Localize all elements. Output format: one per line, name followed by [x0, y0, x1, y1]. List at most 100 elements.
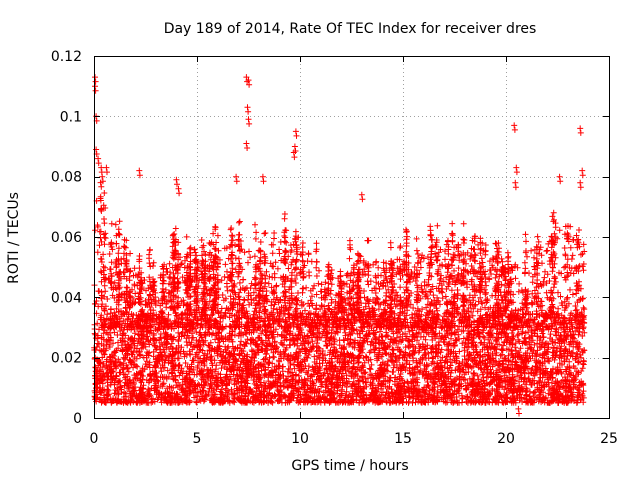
data-point [270, 354, 277, 361]
data-point [367, 366, 374, 373]
data-point [515, 331, 522, 338]
data-point [396, 312, 403, 319]
data-point [522, 375, 529, 382]
data-point [308, 334, 315, 341]
data-point [416, 329, 422, 336]
data-point [291, 341, 298, 348]
data-point [566, 358, 573, 365]
data-point [575, 331, 582, 338]
data-point [302, 363, 309, 369]
data-point [261, 373, 268, 379]
data-point [409, 399, 416, 406]
data-point [386, 377, 393, 384]
data-point [504, 334, 511, 341]
data-point [308, 372, 315, 379]
data-point [448, 335, 454, 342]
data-point [159, 356, 166, 363]
data-point [129, 351, 136, 358]
data-point [468, 389, 475, 396]
data-point [483, 374, 490, 381]
data-point [429, 317, 436, 324]
data-point [445, 369, 452, 376]
data-point [522, 329, 529, 336]
data-point [578, 368, 585, 374]
data-point [470, 370, 477, 377]
data-point [581, 329, 588, 336]
data-point [430, 367, 437, 374]
data-point [499, 347, 506, 354]
data-point [439, 354, 446, 361]
data-point [193, 399, 200, 406]
data-point [496, 341, 503, 348]
data-point [182, 360, 189, 366]
data-point [572, 365, 578, 372]
data-point [249, 348, 256, 355]
data-point [311, 353, 318, 360]
data-point [265, 359, 272, 366]
data-point [572, 328, 579, 334]
data-point [146, 364, 153, 371]
data-point [390, 368, 397, 375]
data-point [366, 349, 373, 356]
data-point [417, 360, 424, 367]
data-point [160, 380, 167, 387]
data-point [180, 368, 187, 375]
data-point [244, 374, 251, 381]
data-point [277, 383, 284, 390]
data-point [522, 389, 529, 395]
data-point [435, 341, 442, 348]
data-point [103, 329, 110, 336]
data-point [261, 355, 268, 362]
data-point [512, 340, 519, 347]
data-point [115, 379, 121, 386]
data-point [406, 328, 413, 335]
data-point [527, 344, 534, 351]
data-point [407, 343, 414, 349]
data-point [359, 374, 366, 381]
data-point [368, 361, 375, 368]
data-point [368, 372, 375, 379]
data-point [342, 329, 349, 336]
data-point [497, 352, 504, 359]
data-point [282, 392, 289, 399]
data-point [359, 346, 366, 353]
data-point [196, 337, 203, 344]
data-point [315, 352, 322, 359]
data-point [218, 365, 225, 372]
data-point [234, 385, 241, 392]
data-point [360, 355, 367, 361]
data-point [357, 334, 364, 341]
data-point [410, 343, 417, 350]
data-point [353, 326, 360, 333]
data-point [474, 372, 481, 379]
data-point [390, 358, 397, 365]
data-point [323, 365, 329, 372]
data-point [559, 361, 565, 368]
data-point [580, 361, 587, 368]
data-point [579, 333, 586, 339]
data-point [547, 331, 554, 338]
data-point [238, 338, 244, 345]
data-point [358, 324, 365, 331]
data-point [128, 348, 135, 355]
data-point [379, 389, 386, 396]
data-point [291, 365, 298, 372]
data-point [200, 339, 207, 346]
data-point [404, 379, 411, 386]
data-point [471, 318, 478, 325]
data-point [133, 355, 140, 362]
data-point [358, 367, 365, 374]
data-point [158, 368, 165, 375]
data-point [456, 360, 463, 367]
data-point [262, 351, 269, 358]
data-point [313, 348, 320, 355]
data-point [533, 369, 540, 376]
data-point [366, 365, 373, 372]
data-point [215, 370, 222, 377]
data-point [479, 358, 486, 365]
data-point [311, 393, 318, 400]
data-point [314, 329, 321, 336]
data-point [459, 340, 466, 347]
data-point [243, 331, 250, 337]
data-point [229, 338, 236, 345]
